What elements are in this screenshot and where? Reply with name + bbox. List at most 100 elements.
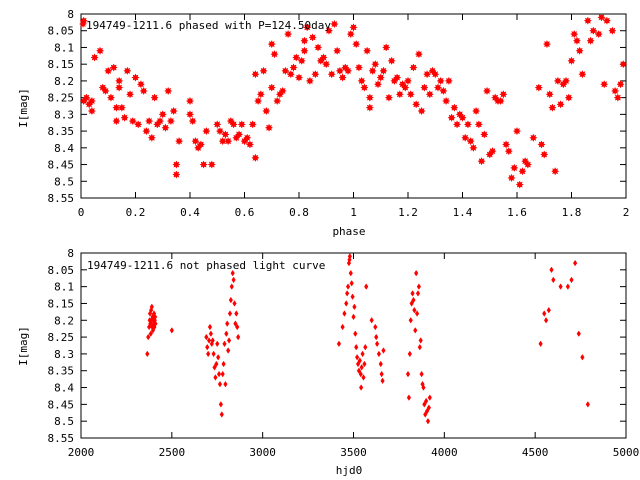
data-point (384, 93, 394, 102)
data-point (499, 90, 508, 99)
y-tick-label: 8.05 (48, 264, 75, 277)
data-point (335, 66, 345, 76)
data-point (297, 56, 306, 66)
data-point (82, 93, 91, 102)
data-point (466, 136, 475, 146)
data-point (128, 116, 138, 126)
data-point (573, 259, 578, 267)
data-point (613, 93, 623, 102)
data-points (145, 253, 590, 425)
data-point (224, 330, 229, 337)
data-point (351, 39, 361, 49)
y-tick-label: 8.45 (48, 159, 75, 172)
y-tick-label: 8.2 (54, 75, 74, 88)
data-point (551, 276, 556, 284)
data-point (565, 283, 570, 290)
x-tick-label: 3500 (340, 446, 367, 459)
data-point (343, 66, 353, 76)
data-point (417, 343, 422, 351)
chart-title: 194749-1211.6 not phased light curve (87, 259, 325, 272)
data-point (300, 36, 309, 45)
data-point (619, 59, 628, 69)
data-point (87, 106, 97, 116)
data-point (169, 106, 178, 116)
data-point (308, 33, 317, 42)
data-point (589, 26, 598, 35)
x-tick-label: 0 (78, 206, 85, 219)
data-point (355, 354, 360, 361)
data-point (349, 23, 358, 32)
data-point (338, 73, 347, 82)
data-point (426, 404, 432, 411)
data-point (422, 69, 432, 79)
data-point (342, 310, 347, 317)
data-point (185, 96, 195, 106)
data-point (416, 283, 422, 290)
data-point (347, 253, 352, 260)
data-point (556, 100, 565, 109)
data-point (463, 120, 473, 129)
data-point (144, 116, 154, 126)
data-point (599, 80, 609, 89)
data-point (474, 120, 484, 129)
data-point (580, 354, 585, 361)
x-axis-label: hjd0 (336, 464, 363, 477)
data-point (501, 140, 511, 149)
data-point (447, 113, 456, 122)
data-point (234, 130, 244, 139)
data-point (251, 69, 260, 79)
data-point (374, 340, 380, 348)
data-point (235, 323, 240, 331)
data-point (537, 140, 546, 149)
data-point (425, 417, 431, 425)
data-point (412, 306, 417, 314)
data-point (424, 407, 430, 415)
data-point (480, 130, 489, 139)
data-point (221, 360, 226, 368)
x-tick-label: 1.8 (562, 206, 582, 219)
data-point (253, 96, 263, 106)
data-point (583, 16, 593, 25)
data-point (345, 283, 351, 290)
data-point (114, 76, 124, 86)
data-point (336, 340, 342, 348)
data-point (548, 103, 557, 112)
data-point (191, 136, 200, 146)
data-point (206, 350, 211, 358)
y-tick-label: 8.1 (54, 281, 74, 294)
data-point (344, 300, 349, 307)
data-point (441, 96, 451, 106)
y-tick-label: 8.55 (48, 192, 75, 205)
data-point (349, 280, 354, 287)
x-tick-label: 3000 (249, 446, 276, 459)
y-tick-label: 8.25 (48, 331, 75, 344)
x-tick-label: 2000 (68, 446, 95, 459)
data-point (153, 313, 158, 321)
data-point (381, 43, 391, 52)
data-point (523, 160, 533, 169)
data-point (206, 337, 212, 344)
data-point (345, 290, 350, 297)
data-point (270, 49, 279, 59)
x-tick-label: 4500 (522, 446, 549, 459)
data-point (409, 300, 414, 307)
x-tick-label: 2500 (159, 446, 186, 459)
data-point (346, 29, 356, 39)
data-point (360, 83, 369, 92)
y-axis-ticks: 8 8.05 8.1 8.15 8.2 8.25 8.3 8.35 8.4 8.45 8.5 8.55 (48, 8, 626, 205)
data-point (327, 69, 336, 79)
data-point (369, 317, 374, 324)
data-point (242, 133, 252, 143)
y-tick-label: 8.25 (48, 92, 75, 105)
data-point (90, 53, 99, 62)
data-point (363, 343, 368, 351)
data-point (196, 140, 206, 149)
data-point (371, 59, 380, 69)
x-tick-label: 0.6 (235, 206, 255, 219)
data-point (237, 120, 247, 129)
data-point (376, 73, 385, 82)
data-points (79, 13, 628, 189)
data-point (218, 401, 224, 408)
data-point (112, 103, 121, 112)
y-tick-label: 8.4 (54, 142, 74, 155)
